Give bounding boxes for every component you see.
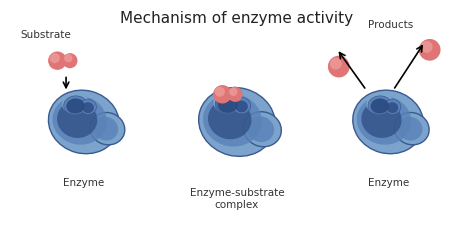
Text: Mechanism of enzyme activity: Mechanism of enzyme activity xyxy=(120,11,354,26)
Circle shape xyxy=(64,54,73,62)
Ellipse shape xyxy=(371,99,389,113)
Circle shape xyxy=(215,87,225,97)
Text: Products: Products xyxy=(368,20,414,30)
Ellipse shape xyxy=(361,101,401,138)
Ellipse shape xyxy=(66,99,85,113)
Ellipse shape xyxy=(235,101,248,112)
Ellipse shape xyxy=(82,102,94,113)
Ellipse shape xyxy=(357,96,411,145)
Ellipse shape xyxy=(57,101,97,138)
Circle shape xyxy=(48,51,67,70)
Circle shape xyxy=(63,53,78,68)
Ellipse shape xyxy=(394,113,429,145)
Ellipse shape xyxy=(244,112,282,147)
Ellipse shape xyxy=(62,92,89,114)
Ellipse shape xyxy=(199,88,275,156)
Ellipse shape xyxy=(93,117,118,141)
Circle shape xyxy=(229,88,237,96)
Ellipse shape xyxy=(218,96,238,113)
Ellipse shape xyxy=(384,99,401,114)
Ellipse shape xyxy=(203,94,262,146)
Text: Enzyme: Enzyme xyxy=(367,178,409,188)
Ellipse shape xyxy=(398,117,422,141)
Circle shape xyxy=(421,41,433,53)
Ellipse shape xyxy=(80,99,96,114)
Circle shape xyxy=(419,39,440,61)
Ellipse shape xyxy=(368,96,392,114)
Ellipse shape xyxy=(386,102,398,113)
Ellipse shape xyxy=(232,97,251,114)
Circle shape xyxy=(228,87,243,102)
Ellipse shape xyxy=(213,90,242,114)
Ellipse shape xyxy=(366,92,393,114)
Circle shape xyxy=(213,85,232,103)
Ellipse shape xyxy=(215,94,241,114)
Ellipse shape xyxy=(90,113,125,145)
Text: Substrate: Substrate xyxy=(20,30,72,40)
Ellipse shape xyxy=(208,99,252,139)
Text: Enzyme-substrate
complex: Enzyme-substrate complex xyxy=(190,188,284,210)
Text: Enzyme: Enzyme xyxy=(63,178,104,188)
Ellipse shape xyxy=(48,90,119,154)
Ellipse shape xyxy=(53,96,107,145)
Ellipse shape xyxy=(247,116,274,142)
Ellipse shape xyxy=(353,90,424,154)
Circle shape xyxy=(50,53,60,63)
Circle shape xyxy=(330,58,342,69)
Circle shape xyxy=(328,56,350,77)
Ellipse shape xyxy=(64,96,87,114)
